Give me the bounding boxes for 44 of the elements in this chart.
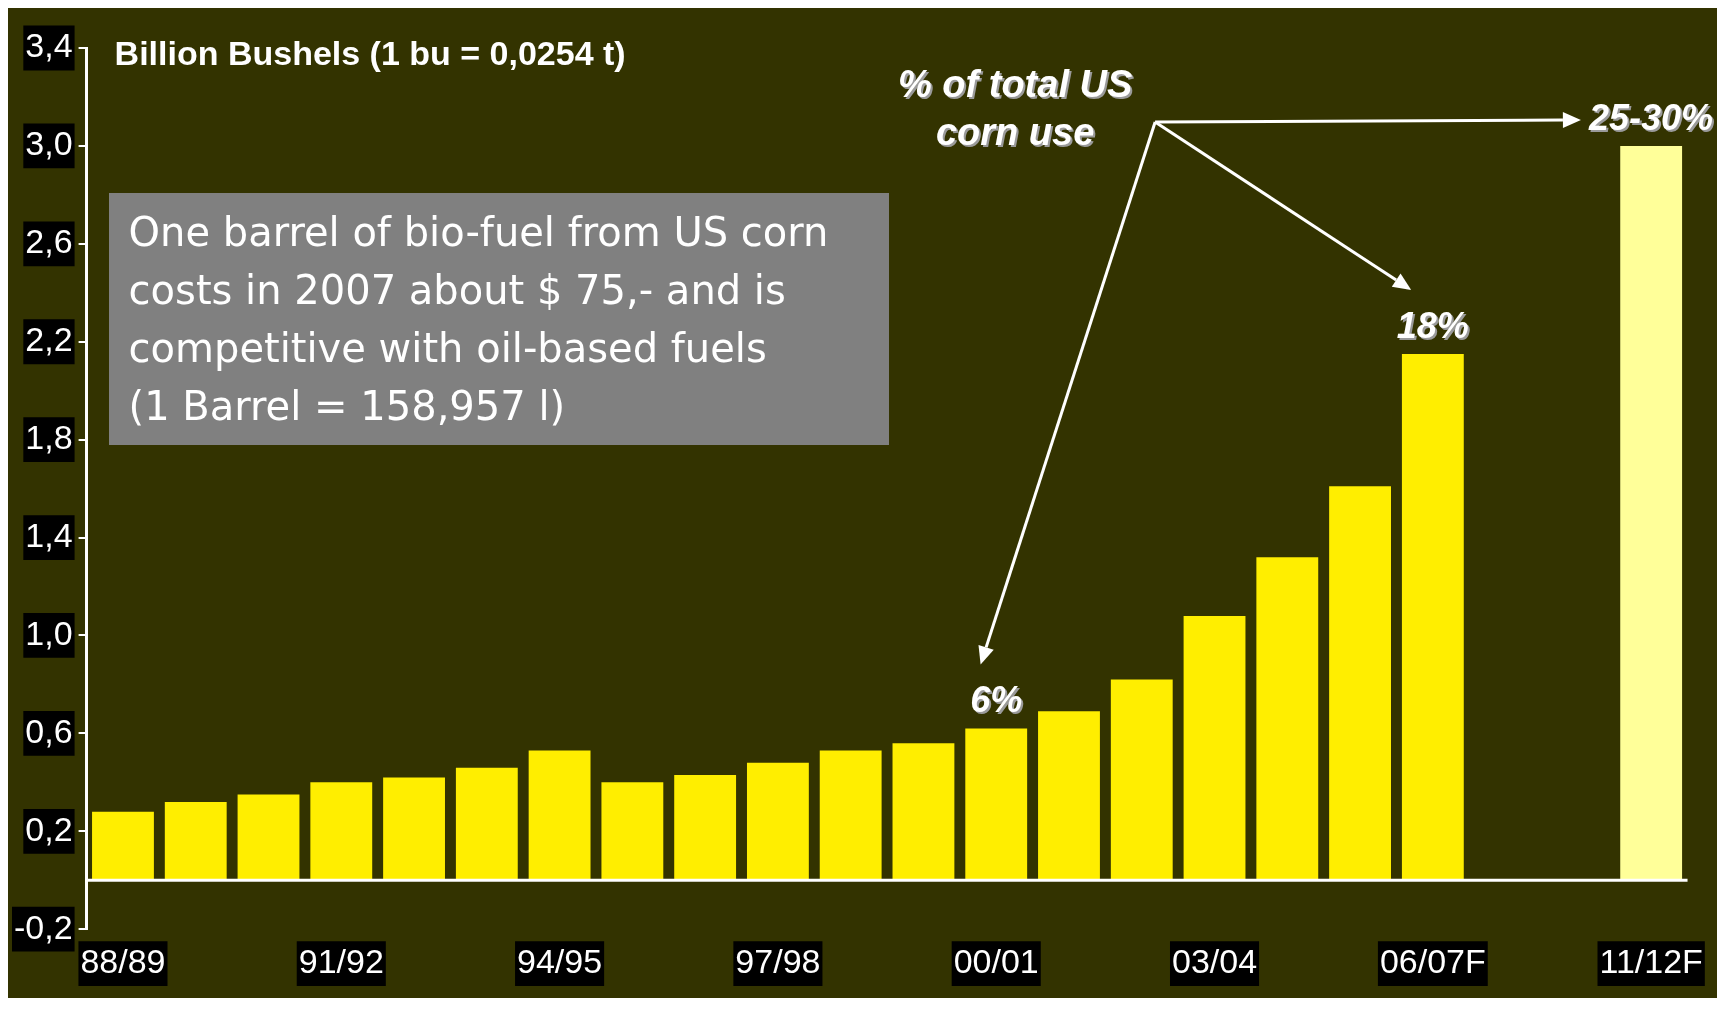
bar xyxy=(1110,679,1173,881)
x-tick-label: 06/07F xyxy=(1379,941,1486,980)
annotation: 6% xyxy=(972,681,1025,723)
x-tick-label: 88/89 xyxy=(80,941,166,980)
bar xyxy=(819,750,882,881)
x-tick-label: 91/92 xyxy=(298,941,384,980)
bar xyxy=(1329,486,1391,881)
annotation: % of total US corn use xyxy=(896,62,1134,155)
bar xyxy=(892,743,955,881)
y-tick-label: 0,6 xyxy=(25,711,73,750)
bar xyxy=(965,728,1028,881)
annotation: 18% xyxy=(1396,304,1469,346)
bar xyxy=(92,811,154,881)
bar xyxy=(455,767,518,881)
bar xyxy=(1620,145,1683,881)
bar xyxy=(164,801,227,881)
y-tick-label: -0,2 xyxy=(13,907,73,946)
y-tick-label: 1,4 xyxy=(25,515,73,554)
bar xyxy=(528,750,591,881)
bar xyxy=(746,762,809,881)
bar xyxy=(237,794,300,881)
bar xyxy=(383,777,445,881)
y-tick-label: 3,4 xyxy=(25,26,73,65)
bar xyxy=(1401,353,1464,881)
annotation: One barrel of bio-fuel from US corn costs in 2007 about $ 75,- and is competitive with oil-based fuels (1 Barrel = 158,957 l) xyxy=(108,193,889,445)
bar xyxy=(310,782,373,881)
bar xyxy=(1038,711,1100,881)
y-tick-label: 1,8 xyxy=(25,418,73,457)
x-tick-label: 03/04 xyxy=(1171,941,1258,980)
bar xyxy=(674,774,737,881)
bar xyxy=(601,782,664,881)
x-tick-label: 94/95 xyxy=(517,941,603,980)
annotation: 25-30% xyxy=(1589,98,1715,140)
bar xyxy=(1256,557,1319,881)
y-tick-label: 0,2 xyxy=(25,809,73,848)
x-tick-label: 97/98 xyxy=(735,941,821,980)
y-tick-label: 1,0 xyxy=(25,613,73,652)
bar xyxy=(1183,615,1246,881)
y-tick-label: 3,0 xyxy=(25,124,73,163)
x-tick-label: 11/12F xyxy=(1599,941,1703,980)
y-tick-label: 2,2 xyxy=(25,320,73,359)
y-tick-label: 2,6 xyxy=(25,222,73,261)
y-axis-title: Billion Bushels (1 bu = 0,0254 t) xyxy=(114,34,626,73)
x-tick-label: 00/01 xyxy=(953,941,1039,980)
